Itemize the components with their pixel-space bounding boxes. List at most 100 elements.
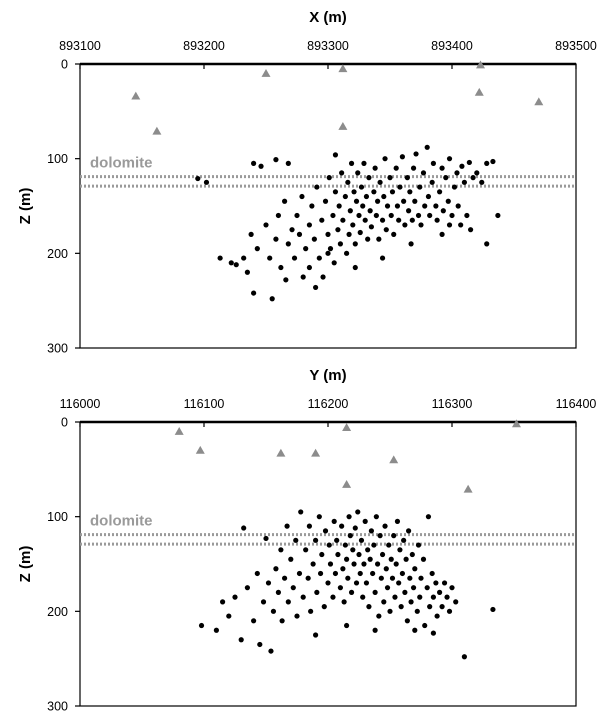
event-point bbox=[412, 627, 418, 633]
dolomite-label: dolomite bbox=[90, 155, 153, 172]
event-point bbox=[303, 246, 309, 252]
event-point bbox=[195, 175, 201, 182]
event-point bbox=[389, 189, 396, 195]
event-point bbox=[484, 160, 490, 166]
y-tick-label: 100 bbox=[47, 152, 68, 166]
event-point bbox=[357, 229, 363, 236]
event-point bbox=[306, 523, 312, 529]
event-point bbox=[424, 585, 430, 591]
event-point bbox=[334, 537, 340, 543]
x-axis-title: X (m) bbox=[309, 9, 347, 26]
event-point bbox=[399, 154, 405, 160]
event-point bbox=[254, 246, 260, 252]
event-point bbox=[446, 608, 453, 614]
station-triangle bbox=[311, 448, 321, 457]
y-axis-title: Z (m) bbox=[17, 546, 34, 583]
event-point bbox=[310, 561, 316, 567]
event-point bbox=[427, 212, 433, 219]
event-point bbox=[335, 551, 341, 558]
event-point bbox=[444, 594, 450, 600]
event-point bbox=[363, 580, 370, 586]
event-point bbox=[370, 570, 376, 577]
event-point bbox=[290, 585, 296, 591]
event-point bbox=[420, 170, 427, 176]
event-point bbox=[413, 151, 419, 157]
event-point bbox=[358, 184, 365, 190]
event-point bbox=[430, 630, 436, 636]
station-triangle bbox=[474, 87, 484, 96]
event-point bbox=[415, 542, 422, 548]
event-point bbox=[449, 212, 455, 219]
event-point bbox=[330, 594, 336, 600]
dolomite-label: dolomite bbox=[90, 513, 153, 530]
event-point bbox=[313, 537, 319, 543]
event-point bbox=[418, 222, 424, 228]
event-point bbox=[308, 608, 314, 614]
y-tick-label: 0 bbox=[61, 58, 68, 72]
event-point bbox=[332, 189, 339, 195]
event-point bbox=[342, 193, 348, 200]
event-point bbox=[268, 648, 274, 654]
event-point bbox=[345, 179, 351, 185]
event-point bbox=[340, 217, 346, 223]
event-point bbox=[409, 217, 415, 223]
event-point bbox=[311, 236, 317, 242]
event-point bbox=[425, 193, 432, 200]
event-point bbox=[372, 165, 378, 171]
event-point bbox=[391, 533, 397, 539]
station-triangle bbox=[338, 64, 348, 73]
event-point bbox=[396, 580, 402, 586]
event-point bbox=[306, 222, 312, 228]
station-triangle bbox=[342, 423, 352, 432]
event-point bbox=[365, 236, 371, 242]
event-point bbox=[322, 528, 329, 534]
event-point bbox=[344, 250, 350, 256]
station-triangle bbox=[131, 91, 141, 100]
event-point bbox=[373, 212, 379, 219]
station-triangle bbox=[261, 68, 271, 77]
event-point bbox=[305, 575, 311, 581]
event-point bbox=[260, 599, 267, 605]
event-point bbox=[376, 613, 382, 619]
event-point bbox=[337, 585, 343, 591]
event-point bbox=[356, 212, 362, 219]
event-point bbox=[414, 608, 420, 614]
event-point bbox=[412, 198, 418, 204]
event-point bbox=[326, 542, 332, 548]
event-point bbox=[251, 618, 257, 624]
event-point bbox=[351, 561, 357, 567]
event-point bbox=[402, 222, 408, 228]
event-point bbox=[384, 203, 391, 209]
event-point bbox=[319, 217, 325, 223]
event-point bbox=[383, 227, 389, 233]
event-point bbox=[350, 547, 356, 553]
event-point bbox=[371, 189, 377, 195]
event-point bbox=[332, 152, 339, 158]
y-tick-label: 200 bbox=[47, 605, 68, 619]
event-point bbox=[430, 160, 436, 166]
event-point bbox=[368, 224, 374, 230]
event-point bbox=[352, 264, 358, 271]
event-point bbox=[397, 184, 403, 190]
event-point bbox=[474, 170, 480, 176]
event-point bbox=[285, 599, 291, 605]
event-point bbox=[377, 533, 383, 539]
x-tick-label: 116200 bbox=[308, 397, 349, 411]
event-point bbox=[270, 608, 277, 614]
event-point bbox=[371, 542, 377, 548]
y-tick-label: 200 bbox=[47, 247, 68, 261]
event-point bbox=[325, 580, 331, 586]
event-point bbox=[336, 203, 342, 209]
event-point bbox=[294, 212, 300, 219]
event-point bbox=[464, 212, 470, 219]
event-point bbox=[425, 514, 432, 520]
x-tick-label: 893200 bbox=[183, 39, 225, 53]
event-point bbox=[263, 535, 269, 542]
event-point bbox=[340, 566, 346, 572]
event-point bbox=[351, 189, 357, 195]
event-point bbox=[382, 156, 388, 162]
x-tick-label: 893300 bbox=[307, 39, 349, 53]
event-point bbox=[294, 613, 300, 619]
event-point bbox=[282, 198, 288, 204]
event-point bbox=[470, 175, 476, 181]
